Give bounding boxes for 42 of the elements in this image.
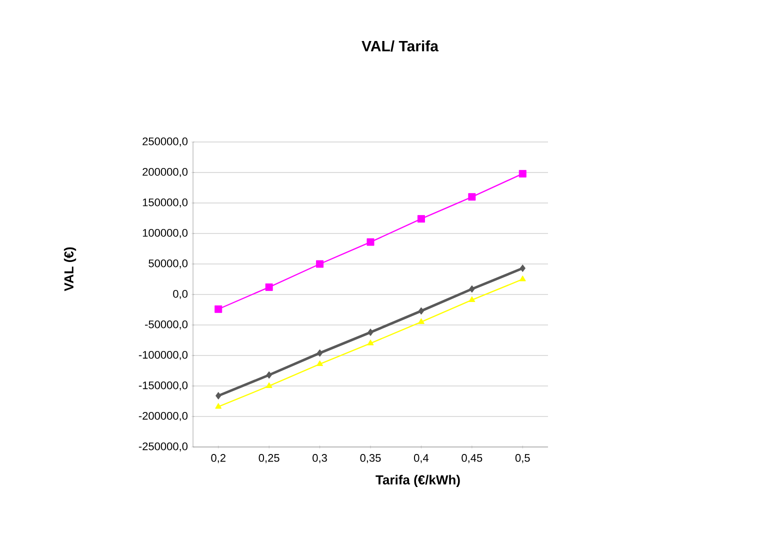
point bbox=[316, 360, 324, 366]
point bbox=[367, 340, 374, 346]
x-tick-label: 0,25 bbox=[258, 454, 280, 464]
x-tick-label: 0,45 bbox=[462, 454, 482, 464]
y-tick-label: -200000,0 bbox=[138, 412, 188, 422]
point bbox=[469, 285, 475, 293]
point bbox=[215, 392, 222, 400]
chart-title: VAL/ Tarifa bbox=[362, 40, 439, 52]
x-tick-label: 0,4 bbox=[414, 454, 429, 464]
point bbox=[366, 238, 374, 246]
point bbox=[418, 307, 424, 315]
y-tick-label: 200000,0 bbox=[142, 168, 188, 178]
y-tick-label: 150000,0 bbox=[142, 198, 188, 208]
y-tick-label: -50000,0 bbox=[145, 320, 188, 330]
x-tick-label: 0,3 bbox=[312, 454, 327, 464]
y-tick-label: 250000,0 bbox=[142, 137, 188, 147]
point bbox=[214, 305, 222, 313]
x-tick-label: 0,35 bbox=[360, 454, 381, 464]
point bbox=[266, 371, 272, 379]
point bbox=[468, 296, 476, 302]
point bbox=[468, 193, 476, 201]
point bbox=[519, 275, 526, 282]
point bbox=[518, 170, 526, 178]
y-tick-label: -100000,0 bbox=[138, 350, 188, 360]
y-tick-label: 50000,0 bbox=[148, 259, 188, 269]
point bbox=[368, 328, 374, 336]
point bbox=[418, 318, 424, 324]
point bbox=[417, 215, 425, 223]
y-tick-label: 100000,0 bbox=[142, 228, 188, 238]
x-tick-label: 0,2 bbox=[211, 454, 226, 464]
point bbox=[215, 402, 222, 409]
point bbox=[265, 283, 273, 291]
point bbox=[266, 382, 272, 388]
point bbox=[316, 260, 324, 268]
point bbox=[316, 349, 323, 357]
y-tick-label: -250000,0 bbox=[138, 442, 188, 452]
x-axis-title: Tarifa (€/kWh) bbox=[376, 474, 460, 488]
point bbox=[520, 264, 526, 272]
x-tick-label: 0,5 bbox=[515, 454, 530, 464]
y-tick-label: 0,0 bbox=[173, 290, 188, 300]
y-tick-label: -150000,0 bbox=[138, 381, 188, 391]
y-axis-title: VAL (€) bbox=[64, 247, 76, 292]
